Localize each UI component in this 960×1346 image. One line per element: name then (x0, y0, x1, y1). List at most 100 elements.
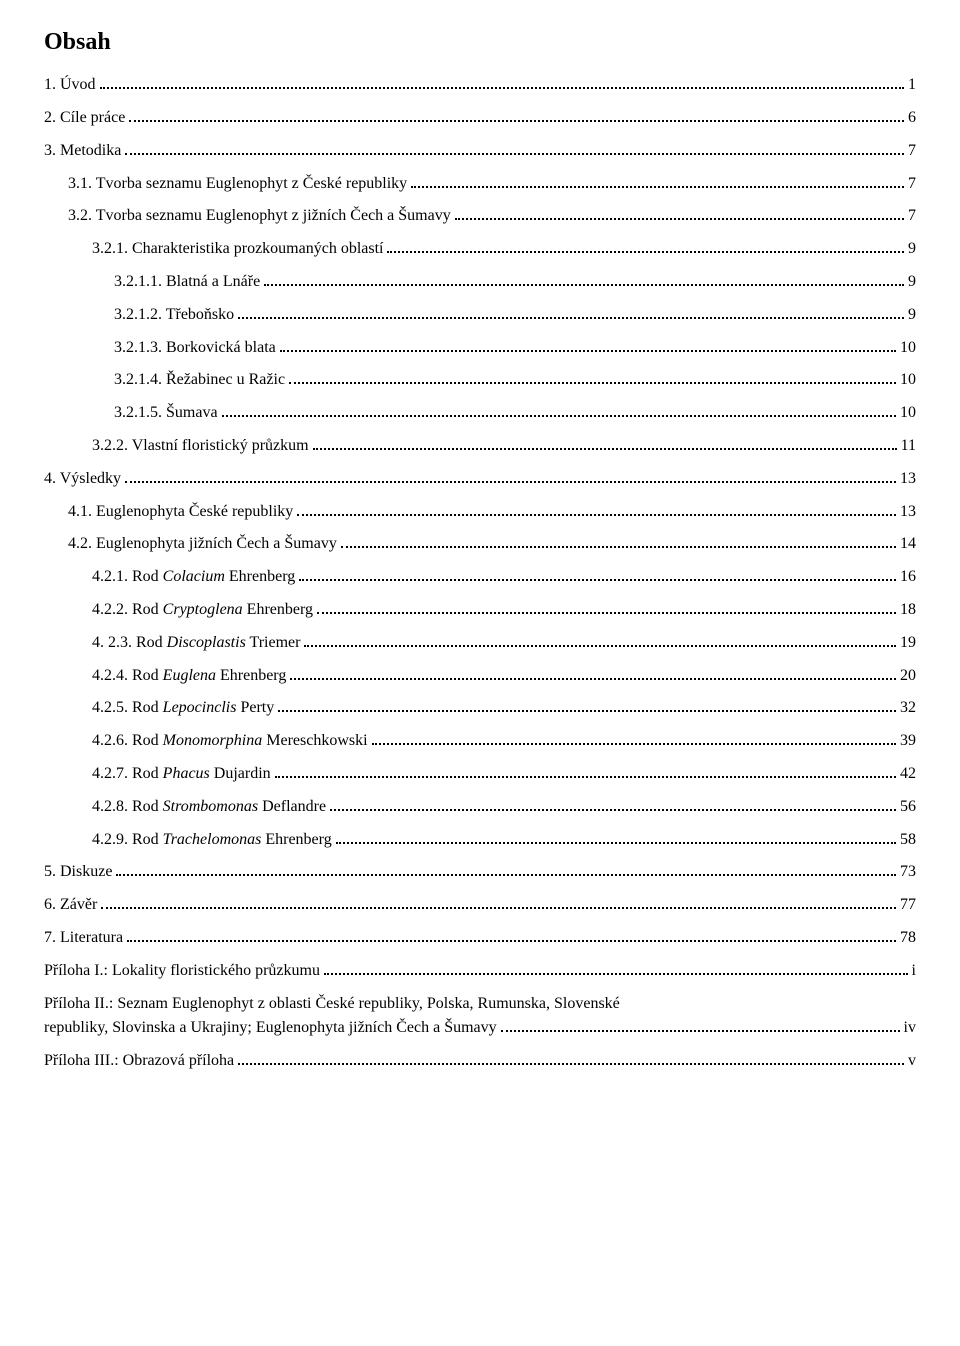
toc-leader-dots (313, 435, 897, 450)
toc-leader-dots (297, 501, 896, 516)
toc-entry-label: 3.2.2. Vlastní floristický průzkum (92, 434, 309, 459)
toc-entry-label: 4.1. Euglenophyta České republiky (68, 500, 293, 525)
toc-entry-page: 14 (900, 532, 916, 557)
table-of-contents: 1. Úvod 1 2. Cíle práce 6 3. Metodika 7 3.1… (44, 73, 916, 1074)
toc-entry-label: 6. Závěr (44, 893, 97, 918)
toc-entry: 3.2.1.3. Borkovická blata 10 (44, 336, 916, 361)
toc-entry-label: 4.2.1. Rod Colacium Ehrenberg (92, 565, 295, 590)
toc-leader-dots (290, 665, 896, 680)
toc-entry-page: 7 (908, 139, 916, 164)
toc-entry: Příloha III.: Obrazová příloha v (44, 1049, 916, 1074)
toc-entry-label: 3.2.1.5. Šumava (114, 401, 218, 426)
toc-entry-label: 4. Výsledky (44, 467, 121, 492)
toc-entry-label: 4.2.4. Rod Euglena Ehrenberg (92, 664, 286, 689)
toc-entry: 4. 2.3. Rod Discoplastis Triemer 19 (44, 631, 916, 656)
toc-entry-page: 78 (900, 926, 916, 951)
toc-entry-page: 32 (900, 696, 916, 721)
toc-entry-label: 7. Literatura (44, 926, 123, 951)
toc-entry-page: 7 (908, 172, 916, 197)
toc-entry-label: 4.2. Euglenophyta jižních Čech a Šumavy (68, 532, 337, 557)
toc-entry-page: 10 (900, 336, 916, 361)
toc-entry-page: 56 (900, 795, 916, 820)
toc-entry-page: v (908, 1049, 916, 1074)
toc-entry-page: 19 (900, 631, 916, 656)
toc-entry: Příloha II.: Seznam Euglenophyt z oblast… (44, 992, 916, 1017)
toc-entry-label: 2. Cíle práce (44, 106, 125, 131)
toc-entry: 4.2.9. Rod Trachelomonas Ehrenberg 58 (44, 828, 916, 853)
toc-entry-page: 18 (900, 598, 916, 623)
toc-entry-label: republiky, Slovinska a Ukrajiny; Eugleno… (44, 1016, 497, 1041)
toc-entry-page: 77 (900, 893, 916, 918)
toc-entry-continued: republiky, Slovinska a Ukrajiny; Eugleno… (44, 1016, 916, 1041)
toc-leader-dots (275, 763, 896, 778)
toc-entry: 3.2. Tvorba seznamu Euglenophyt z jižníc… (44, 204, 916, 229)
toc-entry: 3. Metodika 7 (44, 139, 916, 164)
toc-entry-label: 3. Metodika (44, 139, 121, 164)
toc-entry-label: 3.2.1. Charakteristika prozkoumaných obl… (92, 237, 383, 262)
toc-entry-page: 7 (908, 204, 916, 229)
toc-entry-page: 9 (908, 237, 916, 262)
toc-entry-label: 3.2.1.3. Borkovická blata (114, 336, 276, 361)
toc-entry: 4.2.6. Rod Monomorphina Mereschkowski 39 (44, 729, 916, 754)
toc-entry-page: 39 (900, 729, 916, 754)
toc-entry-page: 9 (908, 270, 916, 295)
toc-leader-dots (289, 370, 896, 385)
toc-entry: 4.2.8. Rod Strombomonas Deflandre 56 (44, 795, 916, 820)
toc-entry-label: 4.2.2. Rod Cryptoglena Ehrenberg (92, 598, 313, 623)
toc-entry-page: iv (904, 1016, 916, 1041)
toc-leader-dots (372, 730, 896, 745)
toc-entry-label: 5. Diskuze (44, 860, 112, 885)
toc-entry-label: 3.1. Tvorba seznamu Euglenophyt z České … (68, 172, 407, 197)
toc-entry-label: 4.2.9. Rod Trachelomonas Ehrenberg (92, 828, 332, 853)
toc-entry-label: 4.2.6. Rod Monomorphina Mereschkowski (92, 729, 368, 754)
toc-leader-dots (411, 173, 904, 188)
toc-entry-page: 1 (908, 73, 916, 98)
toc-entry: 4.2. Euglenophyta jižních Čech a Šumavy … (44, 532, 916, 557)
toc-entry-label: 3.2.1.4. Řežabinec u Ražic (114, 368, 285, 393)
toc-entry: 4.2.4. Rod Euglena Ehrenberg 20 (44, 664, 916, 689)
toc-leader-dots (127, 927, 896, 942)
toc-leader-dots (341, 534, 896, 549)
toc-entry-page: 11 (901, 434, 916, 459)
toc-entry-label: 4.2.8. Rod Strombomonas Deflandre (92, 795, 326, 820)
toc-entry: 4.2.2. Rod Cryptoglena Ehrenberg 18 (44, 598, 916, 623)
toc-leader-dots (238, 304, 904, 319)
toc-entry: 4. Výsledky 13 (44, 467, 916, 492)
toc-entry-page: 58 (900, 828, 916, 853)
toc-entry-label: 3.2.1.2. Třeboňsko (114, 303, 234, 328)
toc-entry-page: 13 (900, 467, 916, 492)
toc-entry: 6. Závěr 77 (44, 893, 916, 918)
toc-entry: 3.1. Tvorba seznamu Euglenophyt z České … (44, 172, 916, 197)
toc-entry: 3.2.1.1. Blatná a Lnáře 9 (44, 270, 916, 295)
toc-entry-label: 1. Úvod (44, 73, 96, 98)
toc-entry-label: Příloha III.: Obrazová příloha (44, 1049, 234, 1074)
toc-leader-dots (304, 632, 896, 647)
toc-entry-label: 4.2.7. Rod Phacus Dujardin (92, 762, 271, 787)
toc-entry: 7. Literatura 78 (44, 926, 916, 951)
toc-leader-dots (317, 599, 896, 614)
toc-entry: 5. Diskuze 73 (44, 860, 916, 885)
toc-leader-dots (238, 1050, 904, 1065)
toc-entry: 3.2.2. Vlastní floristický průzkum 11 (44, 434, 916, 459)
toc-leader-dots (387, 238, 904, 253)
toc-leader-dots (116, 862, 896, 877)
toc-entry: 3.2.1.2. Třeboňsko 9 (44, 303, 916, 328)
toc-leader-dots (455, 206, 904, 221)
page-title: Obsah (44, 24, 916, 61)
toc-entry-page: 73 (900, 860, 916, 885)
toc-entry-page: 6 (908, 106, 916, 131)
toc-entry: 2. Cíle práce 6 (44, 106, 916, 131)
toc-entry-page: 42 (900, 762, 916, 787)
toc-entry-label: 4. 2.3. Rod Discoplastis Triemer (92, 631, 300, 656)
toc-leader-dots (125, 140, 904, 155)
toc-entry: Příloha I.: Lokality floristického průzk… (44, 959, 916, 984)
toc-entry-page: 10 (900, 368, 916, 393)
toc-leader-dots (324, 960, 908, 975)
toc-entry: 3.2.1.4. Řežabinec u Ražic 10 (44, 368, 916, 393)
toc-leader-dots (336, 829, 896, 844)
toc-leader-dots (330, 796, 896, 811)
toc-leader-dots (129, 107, 904, 122)
toc-entry: 4.1. Euglenophyta České republiky 13 (44, 500, 916, 525)
toc-leader-dots (278, 698, 896, 713)
toc-entry: 4.2.7. Rod Phacus Dujardin 42 (44, 762, 916, 787)
